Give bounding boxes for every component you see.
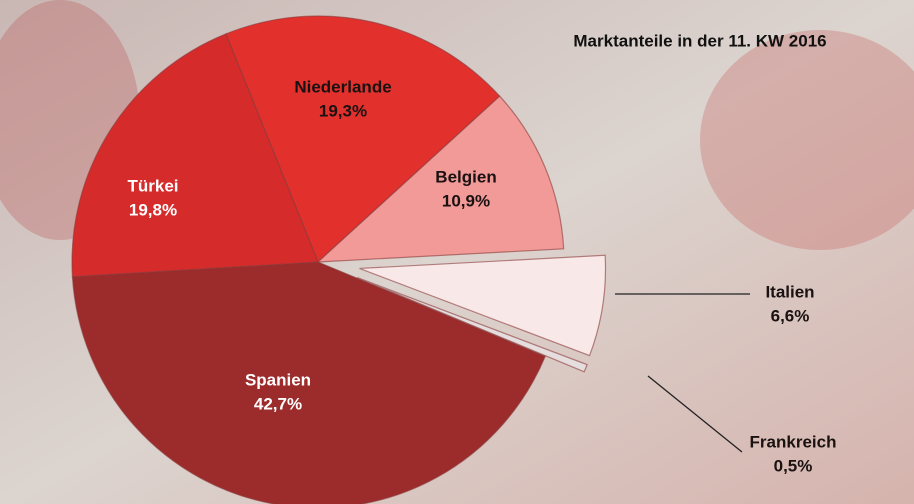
value-label: 19,3% <box>319 101 367 120</box>
slice-label: Niederlande <box>294 77 391 96</box>
value-label: 19,8% <box>129 200 177 219</box>
slice-label: Türkei <box>127 176 178 195</box>
slice-label: Spanien <box>245 370 311 389</box>
chart: Marktanteile in der 11. KW 2016 Niederla… <box>0 0 914 504</box>
value-label: 6,6% <box>771 306 810 325</box>
slice-label: Frankreich <box>750 432 837 451</box>
value-label: 0,5% <box>774 456 813 475</box>
slice-label: Italien <box>765 282 814 301</box>
slice-label: Belgien <box>435 167 496 186</box>
value-label: 42,7% <box>254 394 302 413</box>
chart-title: Marktanteile in der 11. KW 2016 <box>573 31 826 50</box>
value-label: 10,9% <box>442 191 490 210</box>
